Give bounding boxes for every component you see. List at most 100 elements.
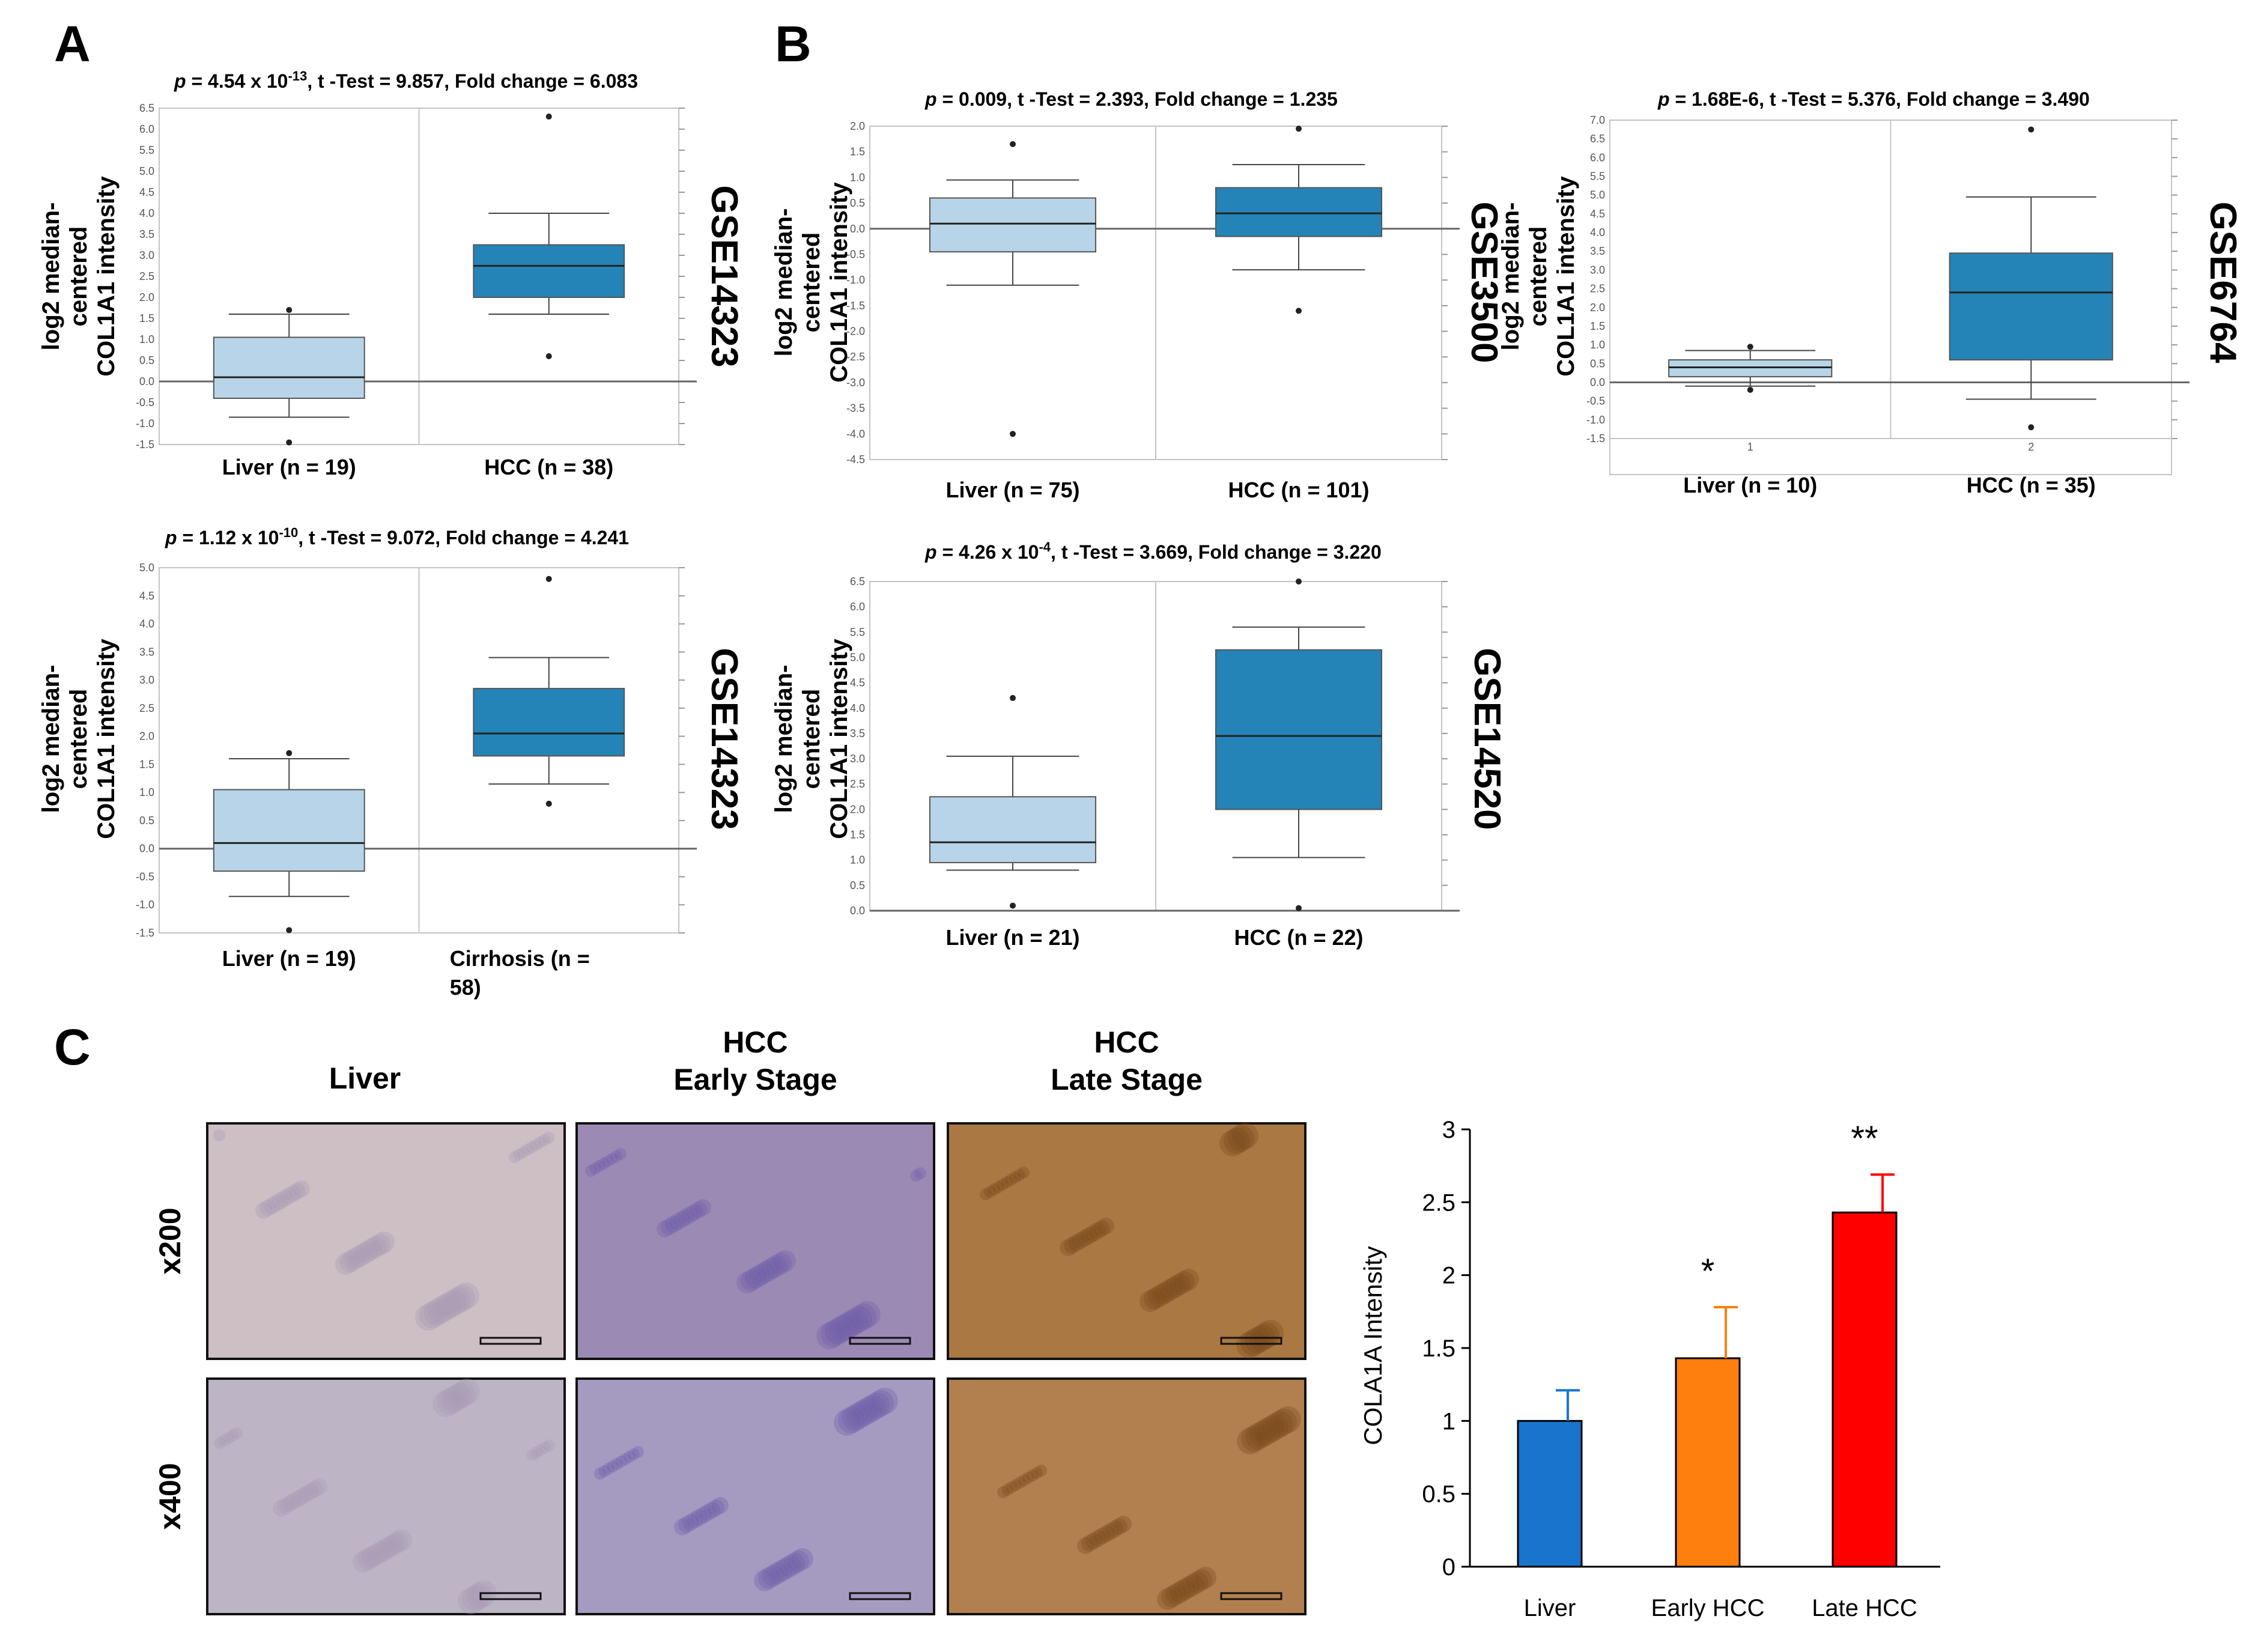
tissue-texture — [1097, 1218, 1114, 1234]
tissue-texture — [687, 1511, 703, 1528]
tissue-texture — [390, 1529, 412, 1551]
y-tick-label: 5.0 — [1590, 189, 1605, 201]
tissue-texture — [910, 1170, 922, 1182]
category-label: Cirrhosis (n = 58) — [450, 946, 590, 1000]
ihc-image-tile — [575, 1122, 935, 1360]
tissue-texture — [682, 1514, 699, 1531]
y-axis-label-line: COL1A1 intensity — [93, 639, 120, 839]
panel-letter-b: B — [775, 16, 812, 72]
bar-y-tick-label: 2 — [1442, 1263, 1455, 1289]
tissue-texture — [774, 1250, 796, 1272]
tissue-texture — [1170, 1581, 1191, 1603]
tissue-texture — [353, 1551, 374, 1573]
tissue-texture — [526, 1449, 538, 1461]
category-label: Liver (n = 19) — [222, 455, 356, 479]
p-symbol: p — [165, 527, 177, 548]
tissue-texture — [825, 1318, 851, 1344]
tissue-texture — [792, 1548, 813, 1570]
tissue-texture — [766, 1255, 788, 1277]
y-tick-label: 2.0 — [850, 803, 865, 815]
column-header: Late Stage — [1051, 1063, 1203, 1096]
y-tick-label: 0.0 — [139, 843, 154, 855]
box-iqr — [1215, 649, 1383, 810]
y-tick-label: 0.5 — [139, 815, 154, 827]
tissue-texture — [611, 1458, 623, 1470]
dataset-label: GSE14323 — [703, 185, 745, 367]
y-axis-label: log2 median-centered COL1A1 intensity — [1498, 176, 1579, 377]
y-tick-label: 4.0 — [139, 207, 154, 219]
dataset-id: GSE3500 — [1463, 202, 1505, 363]
y-tick-label: -0.5 — [846, 248, 865, 260]
category-label: HCC (n = 35) — [1967, 473, 2096, 497]
stained-tissue-image — [947, 1377, 1307, 1615]
y-tick-label: 5.0 — [139, 165, 154, 177]
tissue-texture — [686, 1204, 703, 1221]
y-axis-label-line: centered — [1525, 226, 1552, 327]
tissue-texture — [988, 1183, 1000, 1195]
tissue-texture — [598, 1465, 610, 1477]
ihc-image-tile — [947, 1122, 1307, 1360]
tissue-texture — [593, 1160, 605, 1172]
tissue-texture — [838, 1407, 864, 1433]
stained-tissue-image — [947, 1122, 1307, 1360]
tissue-texture — [673, 1211, 690, 1228]
bar-category-label: Liver — [1524, 1595, 1576, 1621]
tissue-texture — [602, 1463, 615, 1475]
tissue-texture — [1089, 1222, 1106, 1239]
y-tick-label: -1.0 — [136, 899, 154, 911]
tissue-texture — [1232, 1123, 1258, 1149]
outlier-point — [1010, 431, 1016, 437]
tissue-texture — [598, 1158, 610, 1170]
y-axis-label-line: log2 median- — [38, 202, 64, 351]
y-axis-label-line: log2 median- — [771, 208, 797, 357]
tissue-texture — [441, 1386, 467, 1412]
y-tick-label: 4.5 — [1590, 208, 1605, 220]
tissue-texture — [534, 1137, 546, 1149]
tissue-texture — [745, 1267, 766, 1289]
category-label: Liver (n = 19) — [222, 946, 356, 971]
y-tick-label: 1.0 — [139, 786, 154, 798]
tissue-texture — [703, 1502, 720, 1519]
y-tick-label: -1.0 — [1586, 414, 1605, 426]
tissue-texture — [281, 1188, 297, 1204]
y-axis-label-line: COL1A1 intensity — [93, 176, 120, 377]
tissue-texture — [691, 1509, 708, 1526]
tissue-texture — [423, 1299, 450, 1326]
box-chart-b2: -1.5 -1.0 -0.5 0.0 0.5 1.0 1.5 2.0 2.5 3.0 3.5 4.0 4… — [1498, 88, 2244, 497]
outlier-point — [1296, 126, 1302, 132]
y-tick-label: 2.0 — [850, 120, 865, 132]
magnification-label: x400 — [153, 1463, 187, 1529]
dataset-label: GSE3500 — [1463, 202, 1505, 363]
tissue-texture — [1174, 1579, 1195, 1600]
tissue-texture — [610, 1150, 622, 1162]
tissue-texture — [821, 1320, 847, 1347]
y-tick-label: 3.0 — [139, 249, 154, 261]
scale-bar — [849, 1337, 911, 1345]
outlier-point — [1296, 579, 1302, 585]
tissue-texture — [294, 1488, 311, 1505]
stained-tissue-image — [206, 1377, 566, 1615]
tissue-texture — [771, 1560, 792, 1582]
tissue-texture — [846, 1402, 873, 1429]
tissue-texture — [854, 1301, 881, 1328]
scale-bar — [479, 1337, 542, 1345]
y-tick-label: 0.5 — [850, 879, 865, 891]
y-tick-label: -1.5 — [136, 927, 154, 939]
ihc-image-tile — [206, 1122, 566, 1360]
tissue-texture — [306, 1481, 323, 1498]
p-symbol: p — [924, 541, 937, 563]
tissue-texture — [863, 1392, 890, 1419]
y-tick-label: -1.5 — [1586, 433, 1605, 445]
tissue-texture — [449, 1285, 475, 1311]
tissue-texture — [833, 1313, 860, 1340]
y-tick-label: 3.0 — [139, 674, 154, 686]
p-exponent: -13 — [288, 68, 307, 84]
tissue-texture — [775, 1558, 797, 1579]
box-iqr — [1668, 359, 1833, 378]
panel-letter-a: A — [54, 16, 91, 72]
column-header: Liver — [329, 1061, 401, 1095]
tissue-texture — [615, 1148, 627, 1160]
tissue-texture — [1072, 1232, 1089, 1249]
tissue-texture — [607, 1460, 619, 1472]
tissue-texture — [1270, 1409, 1297, 1435]
